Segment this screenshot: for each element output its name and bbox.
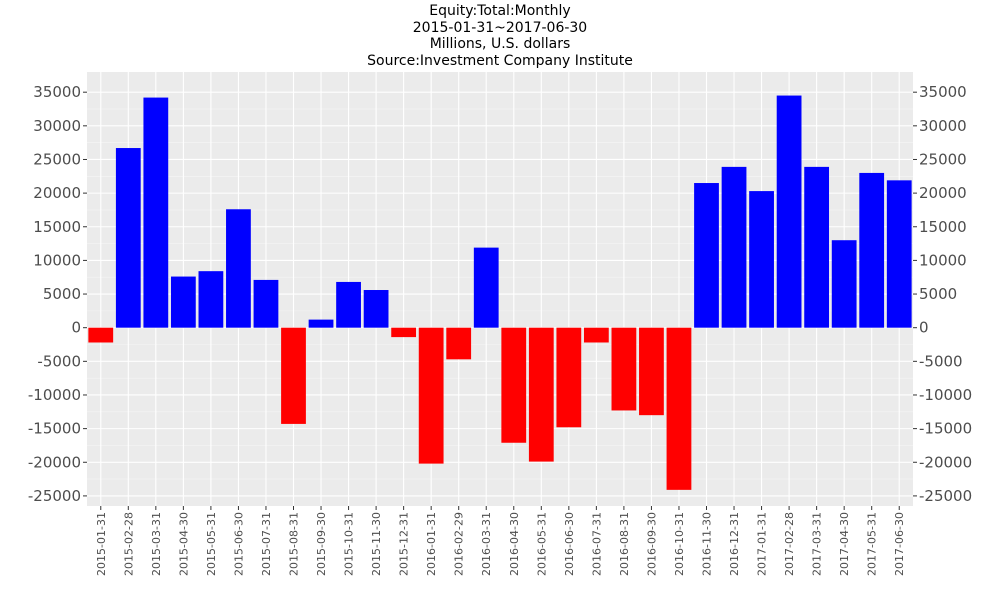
y-tick-label-left: -5000 xyxy=(37,352,81,370)
x-tick-label: 2016-08-31 xyxy=(618,512,631,576)
x-tick-label: 2015-05-31 xyxy=(205,512,218,576)
x-tick-label: 2015-03-31 xyxy=(150,512,163,576)
bar xyxy=(583,327,609,343)
bar xyxy=(666,327,692,490)
y-tick-label-left: 35000 xyxy=(33,83,81,101)
bar xyxy=(831,240,857,328)
x-tick-label: 2017-03-31 xyxy=(811,512,824,576)
bar xyxy=(473,247,499,328)
bar xyxy=(281,327,306,424)
y-tick-label-right: -10000 xyxy=(919,386,972,404)
x-tick-label: 2017-06-30 xyxy=(893,512,906,576)
plot-panel xyxy=(87,72,913,506)
bar xyxy=(336,281,361,328)
x-tick-label: 2017-02-28 xyxy=(783,512,796,576)
x-tick-label: 2015-06-30 xyxy=(232,512,245,576)
x-tick-label: 2016-09-30 xyxy=(645,512,658,576)
y-tick-label-left: 5000 xyxy=(43,285,81,303)
x-tick-label: 2016-12-31 xyxy=(728,512,741,576)
x-tick-label: 2017-01-31 xyxy=(756,512,769,576)
bar xyxy=(391,327,417,338)
bar xyxy=(611,327,637,411)
x-tick-label: 2017-05-31 xyxy=(866,512,879,576)
x-tick-label: 2015-09-30 xyxy=(315,512,328,576)
chart-subtitle-units: Millions, U.S. dollars xyxy=(429,36,571,52)
bar xyxy=(143,97,169,328)
x-tick-label: 2015-10-31 xyxy=(343,512,356,576)
y-tick-label-right: -20000 xyxy=(919,453,972,471)
y-tick-label-right: 25000 xyxy=(919,150,967,168)
y-tick-label-right: 30000 xyxy=(919,117,967,135)
bar xyxy=(446,327,472,360)
x-tick-label: 2016-06-30 xyxy=(563,512,576,576)
y-tick-label-left: 10000 xyxy=(33,251,81,269)
bar xyxy=(253,279,279,328)
y-tick-label-left: 15000 xyxy=(33,218,81,236)
x-tick-label: 2016-04-30 xyxy=(508,512,521,576)
y-tick-label-right: 10000 xyxy=(919,251,967,269)
chart-subtitle-date-range: 2015-01-31~2017-06-30 xyxy=(412,19,588,36)
bar xyxy=(804,166,830,328)
bar xyxy=(198,271,224,328)
bar xyxy=(308,319,334,328)
x-tick-label: 2015-01-31 xyxy=(95,512,108,576)
bar xyxy=(501,327,527,443)
bar xyxy=(749,191,774,328)
y-tick-label-right: 5000 xyxy=(919,285,957,303)
chart-subtitle-source: Source:Investment Company Institute xyxy=(367,52,633,69)
y-tick-label-left: 30000 xyxy=(33,117,81,135)
bar xyxy=(556,327,582,428)
bar xyxy=(88,327,114,343)
x-tick-label: 2015-12-31 xyxy=(398,512,411,576)
x-tick-label: 2015-07-31 xyxy=(260,512,273,576)
y-tick-label-right: 0 xyxy=(919,319,929,337)
x-tick-label: 2016-07-31 xyxy=(590,512,603,576)
bar xyxy=(418,327,444,464)
y-tick-label-right: 20000 xyxy=(919,184,967,202)
bar xyxy=(115,148,141,328)
x-tick-label: 2016-11-30 xyxy=(701,512,714,576)
x-tick-label: 2015-02-28 xyxy=(122,512,135,576)
bar xyxy=(226,209,251,328)
y-tick-label-left: -20000 xyxy=(28,453,81,471)
bar xyxy=(776,95,802,328)
y-tick-label-right: -25000 xyxy=(919,487,972,505)
bar xyxy=(639,327,664,416)
y-tick-label-right: -5000 xyxy=(919,352,963,370)
bar xyxy=(721,166,747,328)
y-tick-label-right: 35000 xyxy=(919,83,967,101)
x-tick-label: 2016-03-31 xyxy=(480,512,493,576)
x-tick-label: 2017-04-30 xyxy=(838,512,851,576)
bar xyxy=(528,327,554,462)
y-tick-label-left: 0 xyxy=(71,319,81,337)
x-tick-label: 2016-10-31 xyxy=(673,512,686,576)
y-tick-label-right: -15000 xyxy=(919,420,972,438)
y-tick-label-right: 15000 xyxy=(919,218,967,236)
x-tick-label: 2016-05-31 xyxy=(535,512,548,576)
x-tick-label: 2015-04-30 xyxy=(177,512,190,576)
y-tick-label-left: 25000 xyxy=(33,150,81,168)
bar xyxy=(694,183,719,328)
bar xyxy=(170,276,196,328)
x-tick-label: 2015-08-31 xyxy=(288,512,301,576)
bar xyxy=(886,180,912,328)
y-tick-label-left: -15000 xyxy=(28,420,81,438)
y-tick-label-left: -25000 xyxy=(28,487,81,505)
x-tick-label: 2016-01-31 xyxy=(425,512,438,576)
bar xyxy=(859,172,885,328)
x-tick-label: 2016-02-29 xyxy=(453,512,466,576)
chart-title-block: Equity:Total:Monthly 2015-01-31~2017-06-… xyxy=(0,3,1000,69)
x-tick-label: 2015-11-30 xyxy=(370,512,383,576)
bar xyxy=(363,290,389,328)
chart-title: Equity:Total:Monthly xyxy=(429,3,571,19)
y-tick-label-left: 20000 xyxy=(33,184,81,202)
y-tick-label-left: -10000 xyxy=(28,386,81,404)
